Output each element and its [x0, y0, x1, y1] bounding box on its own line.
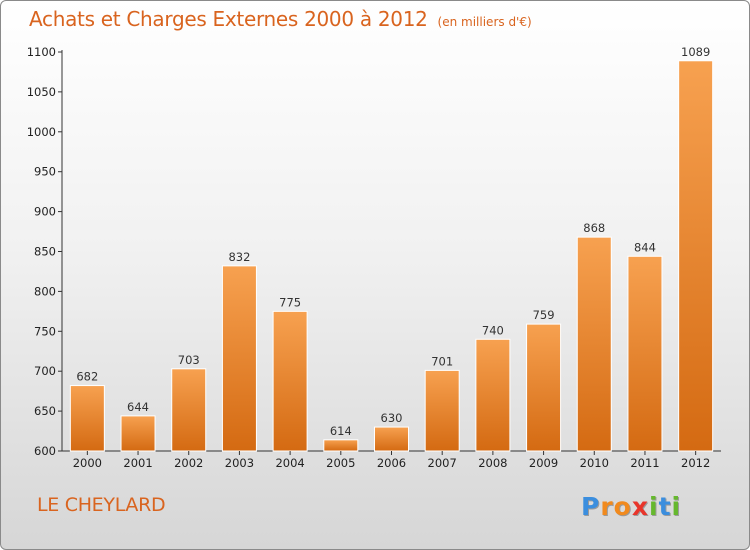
bar — [424, 369, 460, 452]
bar — [120, 415, 156, 452]
data-labels-group: 682 644 703 832 775 614 630 701 740 759 868 844 1089 — [76, 45, 710, 438]
bars-group — [69, 60, 714, 452]
x-tick-labels-group: 2000 2001 2002 2003 2004 2005 2006 2007 2008 2009… — [73, 451, 710, 470]
x-tick-label: 2003 — [225, 456, 254, 470]
data-label: 682 — [76, 370, 98, 384]
proxiti-logo: Proxiti — [581, 492, 681, 521]
x-tick-label: 2008 — [478, 456, 507, 470]
bar — [475, 338, 511, 452]
data-label: 832 — [228, 250, 250, 264]
data-label: 644 — [127, 400, 149, 414]
bar — [374, 426, 409, 452]
x-tick-label: 2004 — [275, 456, 304, 470]
logo-letter: t — [658, 492, 672, 521]
data-label: 1089 — [681, 45, 710, 59]
x-tick-label: 2002 — [174, 456, 203, 470]
y-tick-label: 700 — [34, 364, 56, 378]
y-tick-label: 750 — [34, 324, 56, 338]
bar — [526, 323, 562, 452]
logo-letter: i — [649, 492, 659, 521]
x-tick-label: 2009 — [529, 456, 558, 470]
data-label: 630 — [381, 411, 403, 425]
data-label: 614 — [330, 424, 352, 438]
x-tick-label: 2007 — [428, 456, 457, 470]
axes — [61, 50, 721, 452]
logo-letter: x — [631, 492, 649, 521]
y-tick-label: 850 — [34, 245, 56, 259]
y-tick-label: 950 — [34, 165, 56, 179]
y-tick-label: 1050 — [27, 85, 56, 99]
bar — [323, 439, 359, 452]
data-label: 703 — [178, 353, 200, 367]
x-tick-label: 2011 — [630, 456, 659, 470]
data-label: 701 — [431, 354, 453, 368]
logo-letter: i — [671, 492, 682, 521]
y-tick-label: 1100 — [27, 45, 56, 59]
data-label: 844 — [634, 240, 656, 254]
bar — [627, 255, 663, 452]
logo-letter: r — [600, 492, 614, 521]
data-label: 775 — [279, 295, 301, 309]
y-tick-label: 650 — [34, 404, 56, 418]
bar — [272, 310, 308, 452]
bar — [171, 368, 207, 452]
bar — [221, 265, 257, 452]
y-tick-labels-group: 600 650 700 750 800 850 900 950 1000 1050 1100 — [27, 45, 62, 458]
x-tick-label: 2000 — [73, 456, 102, 470]
y-tick-label: 1000 — [27, 125, 56, 139]
data-label: 759 — [533, 308, 555, 322]
title-block: Achats et Charges Externes 2000 à 2012 (e… — [29, 7, 532, 31]
bar — [678, 60, 714, 452]
data-label: 740 — [482, 323, 504, 337]
x-tick-label: 2001 — [123, 456, 152, 470]
chart-subtitle: (en milliers d'€) — [437, 15, 532, 29]
y-tick-label: 900 — [34, 205, 56, 219]
x-tick-label: 2005 — [326, 456, 355, 470]
x-tick-label: 2012 — [681, 456, 710, 470]
x-tick-label: 2010 — [580, 456, 609, 470]
y-tick-label: 800 — [34, 284, 56, 298]
logo-letter: P — [581, 492, 601, 521]
logo-letter: o — [613, 492, 632, 521]
bar — [576, 236, 612, 452]
data-label: 868 — [583, 221, 605, 235]
x-tick-label: 2006 — [377, 456, 406, 470]
y-tick-label: 600 — [34, 444, 56, 458]
bar — [69, 385, 105, 452]
chart-title: Achats et Charges Externes 2000 à 2012 — [29, 7, 428, 31]
location-label: LE CHEYLARD — [37, 494, 166, 516]
